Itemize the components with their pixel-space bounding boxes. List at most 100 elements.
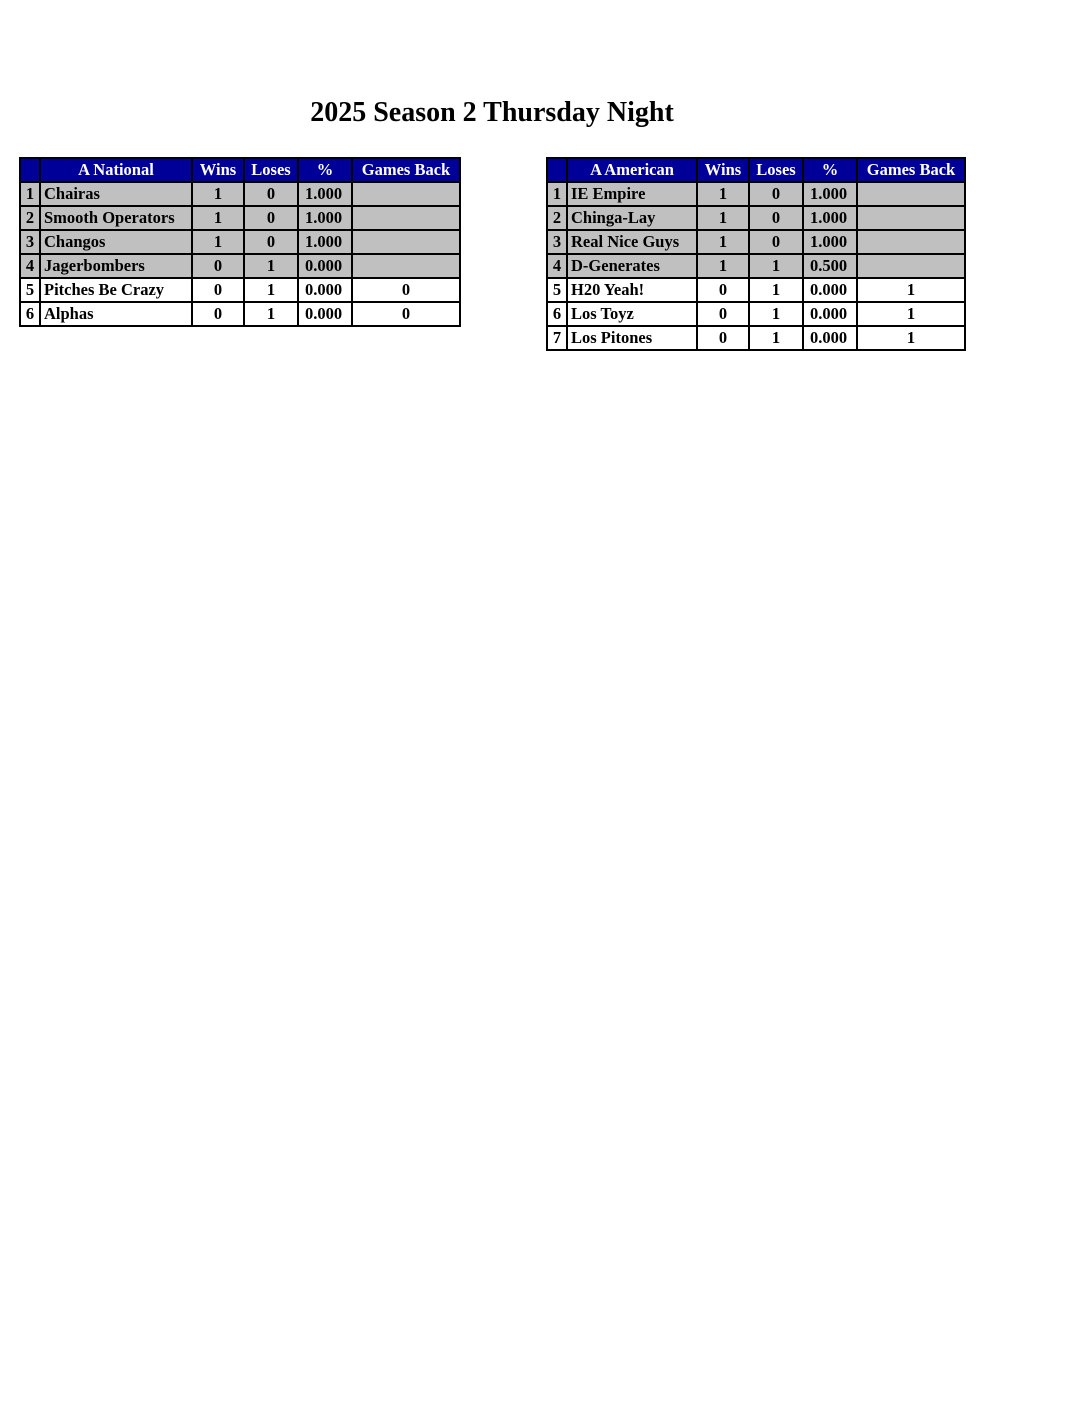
games-back-header: Games Back [856, 157, 966, 183]
rank-cell: 1 [19, 181, 41, 207]
loses-cell: 0 [748, 229, 804, 255]
team-name-cell: Jagerbombers [39, 253, 193, 279]
team-name-cell: IE Empire [566, 181, 698, 207]
rank-cell: 6 [19, 301, 41, 327]
games-back-cell [351, 181, 461, 207]
loses-cell: 0 [243, 205, 299, 231]
rank-header [19, 157, 41, 183]
win-pct-cell: 0.000 [297, 253, 353, 279]
win-pct-cell: 1.000 [297, 181, 353, 207]
table-row: 3 Changos 1 0 1.000 [19, 229, 461, 255]
win-pct-cell: 0.000 [802, 325, 858, 351]
win-pct-cell: 0.000 [297, 277, 353, 303]
loses-cell: 0 [748, 181, 804, 207]
table-row: 2 Smooth Operators 1 0 1.000 [19, 205, 461, 231]
wins-cell: 0 [696, 277, 750, 303]
games-back-header: Games Back [351, 157, 461, 183]
team-name-cell: Alphas [39, 301, 193, 327]
win-pct-cell: 0.000 [802, 301, 858, 327]
win-pct-cell: 1.000 [297, 229, 353, 255]
team-name-cell: Chairas [39, 181, 193, 207]
wins-cell: 0 [696, 325, 750, 351]
wins-cell: 1 [696, 181, 750, 207]
rank-cell: 3 [19, 229, 41, 255]
win-pct-cell: 1.000 [802, 205, 858, 231]
wins-header: Wins [696, 157, 750, 183]
rank-cell: 1 [546, 181, 568, 207]
wins-cell: 1 [191, 181, 245, 207]
wins-cell: 1 [696, 205, 750, 231]
team-name-cell: H20 Yeah! [566, 277, 698, 303]
table-row: 6 Alphas 0 1 0.000 0 [19, 301, 461, 327]
games-back-cell: 0 [351, 301, 461, 327]
games-back-cell: 0 [351, 277, 461, 303]
table-row: 1 Chairas 1 0 1.000 [19, 181, 461, 207]
standings-table-a-national: A National Wins Loses% Games Back 1 Chairas 1… [19, 157, 461, 327]
wins-cell: 0 [696, 301, 750, 327]
team-name-cell: D-Generates [566, 253, 698, 279]
loses-cell: 1 [243, 301, 299, 327]
table-row: 6 Los Toyz 0 1 0.000 1 [546, 301, 966, 327]
games-back-cell [856, 181, 966, 207]
wins-cell: 0 [191, 253, 245, 279]
loses-cell: 0 [748, 205, 804, 231]
loses-cell: 1 [243, 277, 299, 303]
win-pct-cell: 1.000 [802, 229, 858, 255]
win-pct-cell: 0.000 [297, 301, 353, 327]
table-row: 5 Pitches Be Crazy 0 1 0.000 0 [19, 277, 461, 303]
team-name-cell: Chinga-Lay [566, 205, 698, 231]
table-row: 4 D-Generates 1 1 0.500 [546, 253, 966, 279]
pct-header: % [802, 157, 858, 183]
rank-cell: 5 [19, 277, 41, 303]
wins-cell: 0 [191, 301, 245, 327]
loses-cell: 0 [243, 181, 299, 207]
team-name-cell: Los Pitones [566, 325, 698, 351]
table-row: 1 IE Empire 1 0 1.000 [546, 181, 966, 207]
wins-cell: 1 [191, 205, 245, 231]
games-back-cell [351, 205, 461, 231]
loses-cell: 1 [243, 253, 299, 279]
loses-cell: 0 [243, 229, 299, 255]
table-row: 2 Chinga-Lay 1 0 1.000 [546, 205, 966, 231]
division-header: A American [566, 157, 698, 183]
games-back-cell: 1 [856, 277, 966, 303]
wins-cell: 1 [191, 229, 245, 255]
win-pct-cell: 1.000 [802, 181, 858, 207]
wins-cell: 0 [191, 277, 245, 303]
team-name-cell: Changos [39, 229, 193, 255]
rank-cell: 4 [19, 253, 41, 279]
wins-cell: 1 [696, 253, 750, 279]
loses-cell: 1 [748, 253, 804, 279]
header-row: A American Wins Loses% Games Back [546, 157, 966, 183]
rank-cell: 5 [546, 277, 568, 303]
loses-cell: 1 [748, 277, 804, 303]
rank-cell: 4 [546, 253, 568, 279]
rank-cell: 2 [19, 205, 41, 231]
header-row: A National Wins Loses% Games Back [19, 157, 461, 183]
standings-table-a-american: A American Wins Loses% Games Back 1 IE Empir… [546, 157, 966, 351]
pct-header: % [297, 157, 353, 183]
loses-header: Loses [243, 157, 299, 183]
games-back-cell [856, 253, 966, 279]
win-pct-cell: 0.500 [802, 253, 858, 279]
page-title: 2025 Season 2 Thursday Night [310, 97, 674, 128]
rank-cell: 3 [546, 229, 568, 255]
win-pct-cell: 0.000 [802, 277, 858, 303]
games-back-cell: 1 [856, 301, 966, 327]
team-name-cell: Pitches Be Crazy [39, 277, 193, 303]
table-row: 7 Los Pitones 0 1 0.000 1 [546, 325, 966, 351]
games-back-cell [351, 253, 461, 279]
division-header: A National [39, 157, 193, 183]
table-row: 4 Jagerbombers 0 1 0.000 [19, 253, 461, 279]
table-row: 5 H20 Yeah! 0 1 0.000 1 [546, 277, 966, 303]
games-back-cell [856, 205, 966, 231]
rank-cell: 6 [546, 301, 568, 327]
games-back-cell: 1 [856, 325, 966, 351]
loses-header: Loses [748, 157, 804, 183]
wins-cell: 1 [696, 229, 750, 255]
games-back-cell [856, 229, 966, 255]
team-name-cell: Smooth Operators [39, 205, 193, 231]
loses-cell: 1 [748, 325, 804, 351]
table-row: 3 Real Nice Guys 1 0 1.000 [546, 229, 966, 255]
rank-cell: 7 [546, 325, 568, 351]
